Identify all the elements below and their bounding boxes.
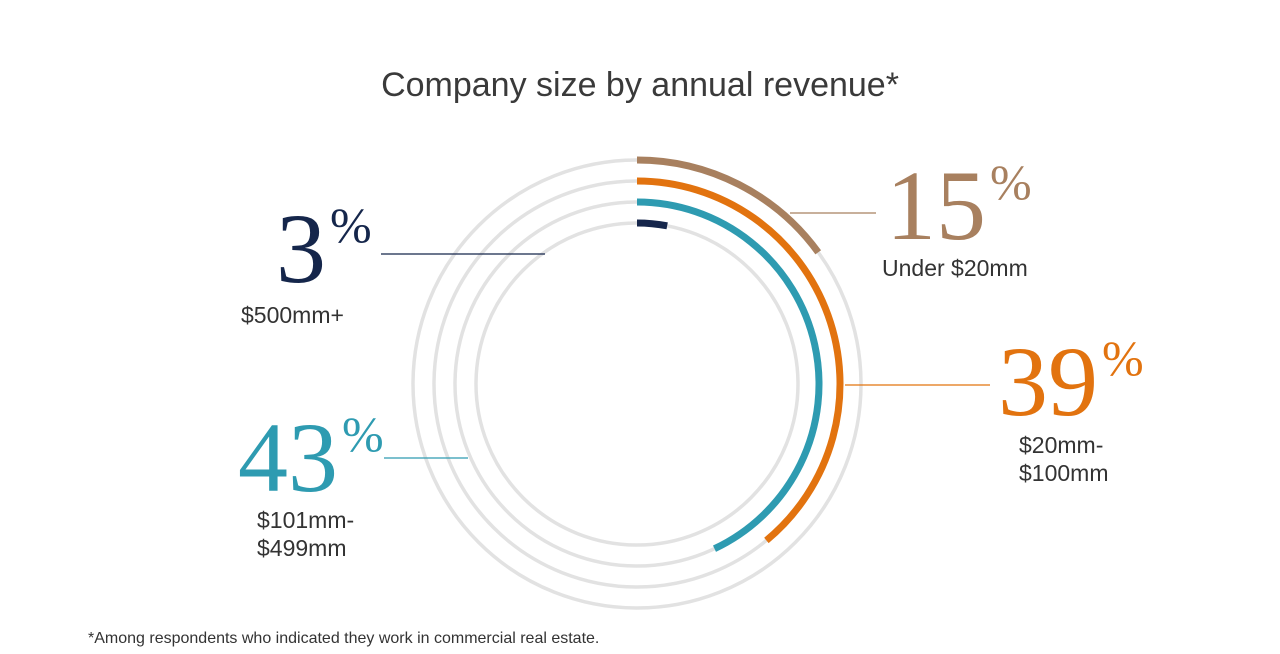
arc xyxy=(636,219,668,230)
category-label: $101mm- $499mm xyxy=(257,507,355,561)
footnote: *Among respondents who indicated they wo… xyxy=(88,630,600,647)
value-label: 15% xyxy=(886,150,1032,261)
value-label: 43% xyxy=(238,402,384,513)
category-label: $500mm+ xyxy=(241,302,344,328)
category-label: Under $20mm xyxy=(882,255,1028,281)
arc xyxy=(636,177,844,544)
chart-title: Company size by annual revenue* xyxy=(381,66,899,104)
ring-track xyxy=(474,221,800,547)
arc xyxy=(636,198,823,552)
arc xyxy=(636,156,822,255)
value-label: 39% xyxy=(998,326,1144,437)
value-label: 3% xyxy=(276,193,372,304)
category-label: $20mm- $100mm xyxy=(1019,432,1109,486)
